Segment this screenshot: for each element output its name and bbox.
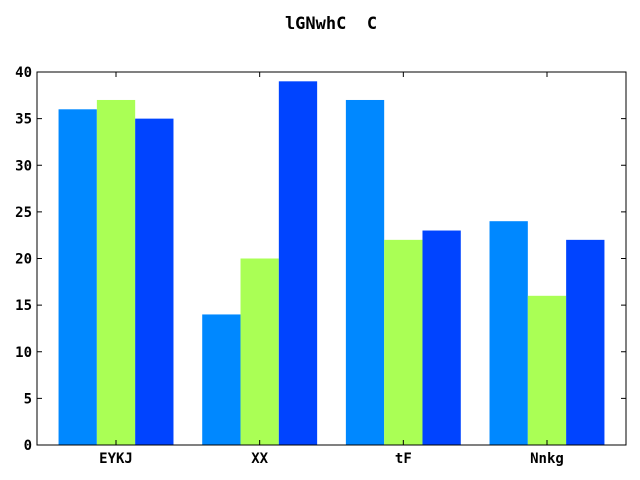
- bar-eykj-series-3: [135, 118, 174, 446]
- bar-eykj-series-2: [96, 99, 136, 445]
- y-axis: 0 5 10 15 20 25 30 35 40: [15, 65, 626, 454]
- x-tick-label-nnkg: Nnkg: [530, 451, 564, 467]
- chart-title: lGNwhC C: [285, 14, 377, 34]
- y-tick-label-40: 40: [15, 65, 32, 81]
- y-tick-label-35: 35: [15, 112, 32, 128]
- bar-xx-series-1: [202, 314, 241, 445]
- bar-tf-series-1: [345, 99, 385, 445]
- bar-nnkg-series-2: [527, 295, 567, 445]
- bar-tf-series-2: [384, 239, 423, 445]
- bar-nnkg-series-1: [489, 221, 528, 445]
- x-tick-label-xx: XX: [251, 451, 268, 467]
- y-tick-label-10: 10: [15, 345, 32, 361]
- bar-xx-series-2: [240, 258, 279, 445]
- x-tick-label-eykj: EYKJ: [99, 451, 133, 467]
- x-tick-label-tf: tF: [395, 451, 412, 467]
- y-tick-label-5: 5: [24, 391, 32, 407]
- bar-eykj-series-1: [58, 109, 97, 446]
- bars-group: [58, 81, 605, 446]
- y-tick-label-0: 0: [24, 438, 32, 454]
- y-tick-label-20: 20: [15, 252, 32, 268]
- bar-tf-series-3: [422, 230, 461, 445]
- bar-xx-series-3: [278, 81, 318, 445]
- y-tick-label-15: 15: [15, 298, 32, 314]
- y-tick-label-30: 30: [15, 158, 32, 174]
- x-axis: EYKJ XX tF Nnkg: [99, 72, 564, 467]
- bar-nnkg-series-3: [566, 239, 605, 445]
- y-tick-label-25: 25: [15, 205, 32, 221]
